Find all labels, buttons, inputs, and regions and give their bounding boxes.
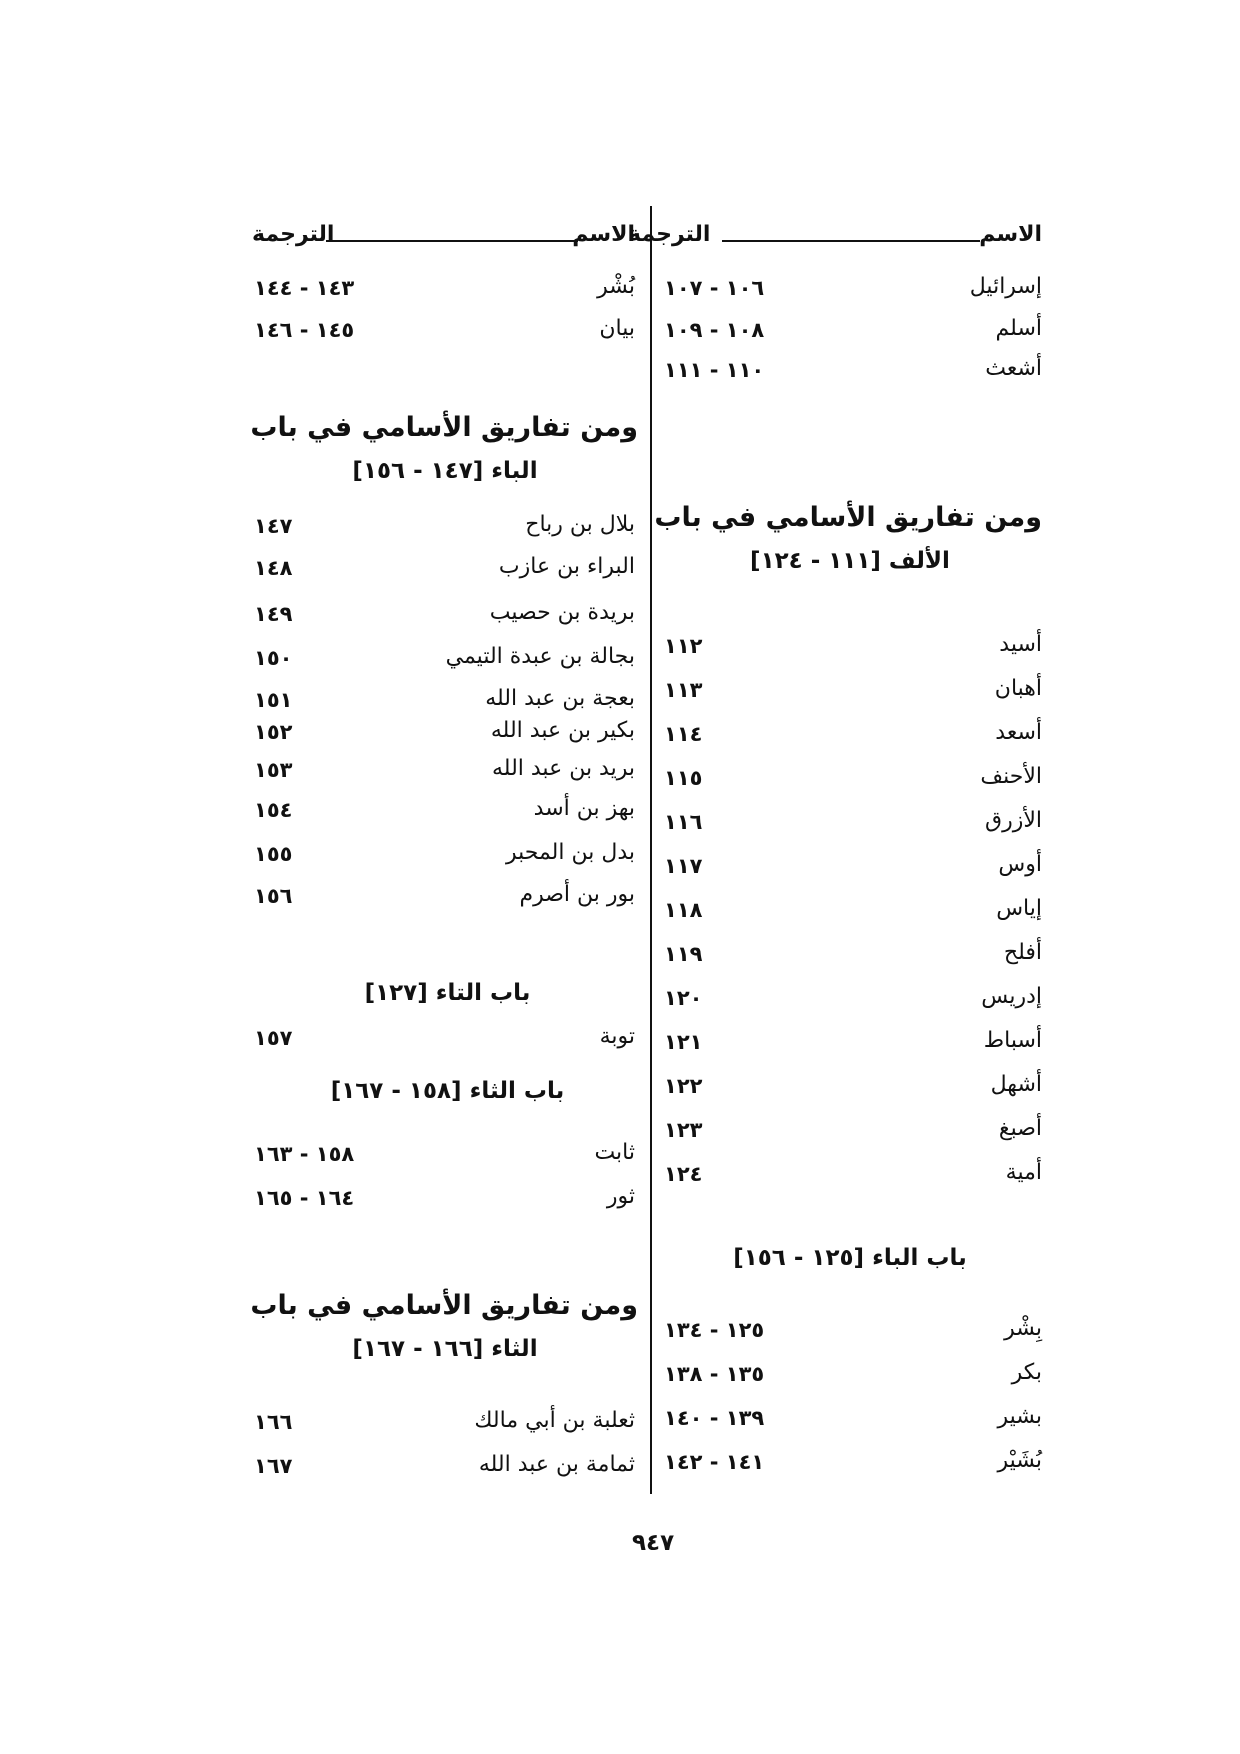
entry-name: البراء بن عازب [498,554,635,579]
entry-name: بُشْر [597,274,635,299]
entry-name: أمية [1005,1160,1042,1185]
entry-name: الأزرق [985,808,1042,833]
entry-ref: ١٤٥ - ١٤٦ [254,318,355,342]
entry-name: إسرائيل [969,274,1042,299]
entry-name: بيان [599,316,635,341]
entry-name: أسيد [999,632,1042,657]
entry-name: توبة [599,1024,635,1049]
entry-ref: ١٦٦ [254,1410,293,1434]
entry-ref: ١٤٨ [254,556,293,580]
entry-name: بريد بن عبد الله [492,756,635,781]
entry-ref: ١٢٢ [664,1074,703,1098]
entry-ref: ١٢١ [664,1030,703,1054]
entry-name: ثابت [594,1140,635,1165]
entry-ref: ١٣٩ - ١٤٠ [664,1406,765,1430]
entry-ref: ١٠٨ - ١٠٩ [664,318,765,342]
entry-name: أشعث [985,356,1042,381]
entry-ref: ١١٤ [664,722,703,746]
entry-ref: ١٥٢ [254,720,293,744]
left-header-name: الاسم [572,222,635,247]
entry-ref: ١١٥ [664,766,703,790]
entry-ref: ١٢٣ [664,1118,703,1142]
left-section1-heading: ومن تفاريق الأسامي في باب [250,412,638,443]
entry-ref: ١٥٧ [254,1026,293,1050]
entry-name: أسعد [995,720,1042,745]
entry-ref: ١٥٠ [254,646,293,670]
entry-ref: ١٤٧ [254,514,293,538]
right-header-rule [722,240,980,242]
entry-ref: ١٢٤ [664,1162,703,1186]
entry-ref: ١٦٧ [254,1454,293,1478]
entry-name: إياس [996,896,1042,921]
left-section1-subheading: الباء [١٤٧ - ١٥٦] [352,458,538,484]
entry-ref: ١٥٦ [254,884,293,908]
entry-ref: ١١٧ [664,854,703,878]
entry-name: أسلم [995,316,1042,341]
right-header-name: الاسم [979,222,1042,247]
entry-ref: ١١٣ [664,678,703,702]
entry-ref: ١١٨ [664,898,703,922]
entry-name: بدل بن المحبر [505,840,635,865]
left-section4-heading: ومن تفاريق الأسامي في باب [250,1290,638,1321]
entry-name: بكير بن عبد الله [490,718,635,743]
entry-name: ثمامة بن عبد الله [478,1452,635,1477]
entry-name: الأحنف [980,764,1042,789]
left-header-rule [326,240,578,242]
right-section1-subheading: الألف [١١١ - ١٢٤] [750,548,950,574]
entry-name: أوس [998,852,1042,877]
left-section2-heading: باب التاء [١٢٧] [364,980,531,1006]
entry-name: إدريس [981,984,1042,1009]
entry-ref: ١٥٣ [254,758,293,782]
entry-name: بكر [1011,1360,1042,1385]
entry-name: أفلح [1003,940,1042,965]
column-divider [650,206,652,1494]
right-header-ref: الترجمة [628,222,711,247]
entry-ref: ١١٢ [664,634,703,658]
entry-ref: ١١٠ - ١١١ [664,358,765,382]
entry-ref: ١١٦ [664,810,703,834]
entry-ref: ١٥٨ - ١٦٣ [254,1142,355,1166]
entry-ref: ١٥٥ [254,842,293,866]
entry-name: بور بن أصرم [519,882,635,907]
entry-name: أهبان [994,676,1042,701]
entry-name: بعجة بن عبد الله [485,686,635,711]
entry-name: أصبغ [998,1116,1042,1141]
entry-ref: ١٤٣ - ١٤٤ [254,276,355,300]
entry-ref: ١٠٦ - ١٠٧ [664,276,765,300]
entry-name: أشهل [990,1072,1042,1097]
right-section1-heading: ومن تفاريق الأسامي في باب [654,502,1042,533]
entry-ref: ١٣٥ - ١٣٨ [664,1362,765,1386]
entry-name: بريدة بن حصيب [489,600,635,625]
entry-ref: ١٤١ - ١٤٢ [664,1450,765,1474]
entry-name: بِشْر [1004,1316,1042,1341]
entry-name: بُشَيْر [997,1448,1042,1473]
entry-name: بجالة بن عبدة التيمي [445,644,635,669]
entry-name: أسباط [983,1028,1042,1053]
page-number: ٩٤٧ [632,1530,675,1556]
left-section4-subheading: الثاء [١٦٦ - ١٦٧] [352,1336,538,1362]
entry-ref: ١٥٤ [254,798,293,822]
entry-name: بهز بن أسد [533,796,635,821]
entry-ref: ١٢٥ - ١٣٤ [664,1318,765,1342]
entry-name: بلال بن رباح [525,512,635,537]
left-header-ref: الترجمة [252,222,335,247]
entry-name: ثور [606,1184,635,1209]
entry-ref: ١٦٤ - ١٦٥ [254,1186,355,1210]
entry-ref: ١١٩ [664,942,703,966]
entry-ref: ١٥١ [254,688,293,712]
entry-name: بشير [997,1404,1042,1429]
entry-ref: ١٢٠ [664,986,703,1010]
right-section2-heading: باب الباء [١٢٥ - ١٥٦] [733,1245,967,1271]
entry-ref: ١٤٩ [254,602,293,626]
left-section3-heading: باب الثاء [١٥٨ - ١٦٧] [330,1078,565,1104]
entry-name: ثعلبة بن أبي مالك [474,1408,635,1433]
